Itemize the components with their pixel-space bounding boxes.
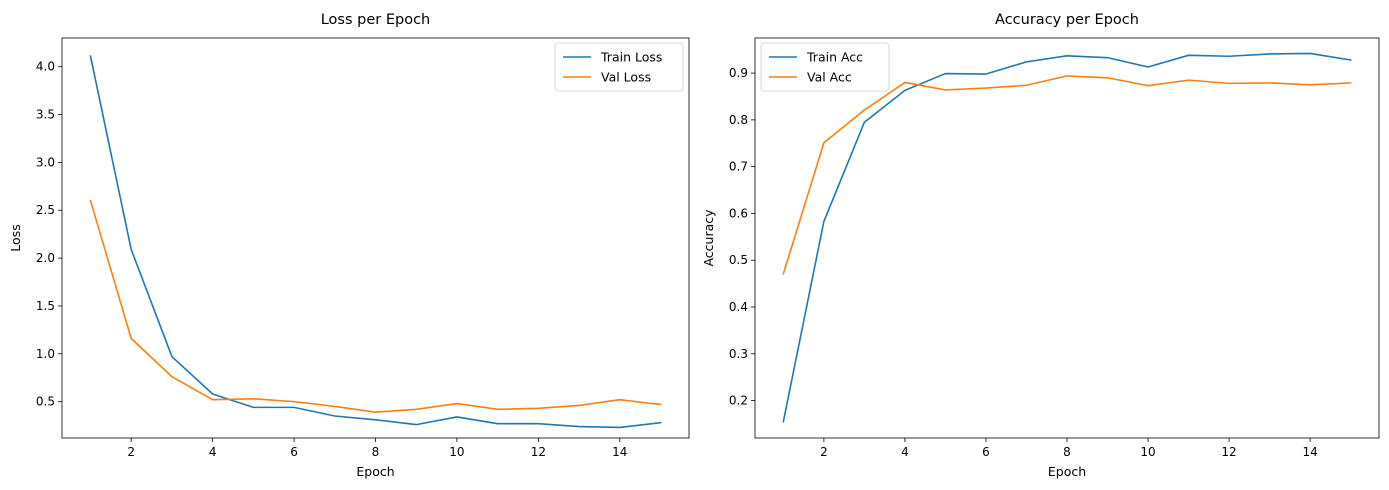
x-tick-label: 4	[209, 445, 217, 459]
legend: Train Acc Val Acc	[760, 42, 890, 92]
x-tick-label: 12	[531, 445, 546, 459]
x-tick-label: 2	[820, 445, 828, 459]
x-tick-label: 4	[901, 445, 909, 459]
series-line-train-acc	[782, 52, 1352, 423]
y-tick-label: 0.9	[729, 66, 748, 80]
x-tick-label: 8	[372, 445, 380, 459]
y-tick-label: 0.4	[729, 300, 748, 314]
legend-label: Val Acc	[807, 70, 852, 85]
legend-label: Train Acc	[806, 50, 863, 65]
series-line-train-loss	[89, 55, 662, 429]
legend: Train Loss Val Loss	[554, 42, 684, 92]
y-tick-label: 0.5	[36, 395, 55, 409]
y-tick-label: 0.3	[729, 347, 748, 361]
x-tick-label: 6	[982, 445, 990, 459]
y-axis-title: Accuracy	[701, 209, 716, 267]
legend-box	[760, 42, 890, 92]
loss-chart: Loss per Epoch 2 4 6 8 10 12 14 0.5 1.0 1.5 2.0 2.5 3…	[8, 12, 690, 479]
x-tick-label: 14	[612, 445, 627, 459]
x-tick-label: 12	[1221, 445, 1236, 459]
x-tick-label: 8	[1063, 445, 1071, 459]
accuracy-chart: Accuracy per Epoch 2 4 6 8 10 12 14 0.2 0.3 0.4 0.5…	[701, 12, 1380, 479]
x-axis-title: Epoch	[356, 464, 394, 479]
series-line-val-acc	[782, 75, 1352, 275]
y-tick-label: 0.2	[729, 394, 748, 408]
y-tick-label: 0.7	[729, 160, 748, 174]
x-tick-label: 2	[127, 445, 135, 459]
y-tick-label: 4.0	[36, 60, 55, 74]
y-tick-label: 3.0	[36, 155, 55, 169]
y-tick-label: 2.0	[36, 251, 55, 265]
x-tick-label: 6	[290, 445, 298, 459]
x-axis-title: Epoch	[1048, 464, 1086, 479]
legend-label: Val Loss	[601, 70, 651, 85]
x-tick-label: 10	[449, 445, 464, 459]
legend-label: Train Loss	[600, 50, 662, 65]
y-tick-label: 0.5	[729, 253, 748, 267]
chart-title: Accuracy per Epoch	[995, 12, 1139, 28]
y-tick-label: 0.6	[729, 206, 748, 220]
y-tick-label: 1.5	[36, 299, 55, 313]
y-tick-label: 1.0	[36, 347, 55, 361]
chart-title: Loss per Epoch	[321, 12, 431, 28]
y-tick-label: 3.5	[36, 108, 55, 122]
plot-frame	[61, 37, 690, 439]
y-tick-label: 2.5	[36, 203, 55, 217]
plot-frame	[754, 37, 1380, 439]
y-axis-title: Loss	[8, 224, 23, 251]
x-tick-label: 14	[1302, 445, 1317, 459]
legend-box	[554, 42, 684, 92]
x-tick-label: 10	[1140, 445, 1155, 459]
series-line-val-loss	[89, 199, 662, 413]
y-tick-label: 0.8	[729, 113, 748, 127]
